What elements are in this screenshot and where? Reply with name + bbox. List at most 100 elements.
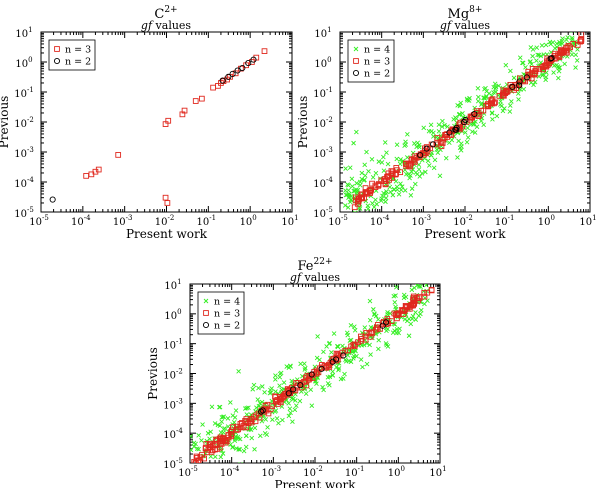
point-n4-cross xyxy=(335,344,341,349)
y-tick-exp: -3 xyxy=(27,146,34,154)
point-n3-square xyxy=(552,50,558,57)
point-n3-square xyxy=(372,182,379,189)
point-n3-square xyxy=(298,381,305,388)
point-n4-cross xyxy=(194,446,200,451)
point-n3-square xyxy=(272,394,279,400)
point-n4-cross xyxy=(409,169,414,175)
y-axis-title: Previous xyxy=(146,347,160,400)
point-n4-cross xyxy=(548,41,554,47)
point-n4-cross xyxy=(343,358,349,364)
point-n4-cross xyxy=(573,65,578,70)
point-n3-square xyxy=(434,135,441,141)
y-axis-title: Previous xyxy=(0,96,11,149)
point-n4-cross xyxy=(359,176,365,182)
x-tick-label: 10-3 xyxy=(412,214,432,228)
point-n4-cross xyxy=(198,473,202,477)
y-tick-label: 10-5 xyxy=(14,206,34,220)
x-tick-base: 10 xyxy=(29,217,42,228)
point-n4-cross xyxy=(552,45,558,51)
point-n4-cross xyxy=(270,417,275,423)
point-n4-cross xyxy=(460,114,466,120)
point-n4-cross xyxy=(381,168,387,173)
point-n4-cross xyxy=(259,384,265,389)
point-n4-cross xyxy=(530,47,536,52)
point-n4-cross xyxy=(573,52,579,58)
point-n2-circle xyxy=(340,352,347,359)
y-tick-label: 101 xyxy=(15,26,32,40)
point-n4-cross xyxy=(418,311,423,317)
point-n4-cross xyxy=(478,118,484,124)
y-tick-base: 10 xyxy=(164,311,177,322)
point-n4-cross xyxy=(419,157,425,163)
point-n4-cross xyxy=(358,341,364,347)
point-n4-cross xyxy=(393,293,398,298)
point-n4-cross xyxy=(325,381,331,386)
point-n4-cross xyxy=(297,398,303,404)
point-n4-cross xyxy=(349,213,353,217)
point-n4-cross xyxy=(233,446,239,451)
point-n4-cross xyxy=(273,389,278,394)
point-n4-cross xyxy=(216,404,222,410)
point-n3-square xyxy=(468,114,475,121)
point-n4-cross xyxy=(546,25,550,29)
y-tick-label: 10-4 xyxy=(313,176,333,190)
point-n4-cross xyxy=(273,377,278,382)
x-tick-label: 10-4 xyxy=(220,465,240,479)
y-tick-base: 10 xyxy=(14,119,27,130)
point-n4-cross xyxy=(218,430,224,435)
point-n4-cross xyxy=(292,407,298,413)
point-n4-cross xyxy=(288,410,293,416)
legend: n = 3n = 2 xyxy=(48,39,96,71)
point-n4-cross xyxy=(368,325,374,330)
point-n4-cross xyxy=(385,344,391,349)
y-tick-exp: -2 xyxy=(176,368,183,376)
point-n4-cross xyxy=(233,408,239,413)
point-n4-cross xyxy=(543,77,548,83)
point-n4-cross xyxy=(396,192,402,197)
y-tick-label: 10-1 xyxy=(14,86,34,100)
point-n4-cross xyxy=(209,404,215,410)
point-n3-square xyxy=(440,136,447,143)
y-tick-exp: -5 xyxy=(176,457,183,465)
x-tick-exp: 1 xyxy=(442,465,446,473)
x-tick-exp: -2 xyxy=(466,214,473,222)
x-tick-base: 10 xyxy=(370,217,383,228)
y-tick-label: 10-1 xyxy=(313,86,333,100)
point-n4-cross xyxy=(248,427,254,432)
point-n4-cross xyxy=(220,451,226,456)
title-charge: 22+ xyxy=(314,257,333,267)
point-n3-square xyxy=(428,286,435,293)
point-n4-cross xyxy=(407,175,412,181)
legend-square-icon xyxy=(353,58,359,64)
point-n4-cross xyxy=(535,52,540,58)
point-n4-cross xyxy=(426,163,432,168)
point-n4-cross xyxy=(390,192,396,198)
point-n4-cross xyxy=(341,222,345,226)
x-tick-label: 101 xyxy=(429,465,446,479)
y-tick-base: 10 xyxy=(163,460,176,471)
point-n4-cross xyxy=(508,68,513,74)
point-n2-circle xyxy=(329,358,336,365)
point-n4-cross xyxy=(367,317,373,323)
point-n4-cross xyxy=(425,158,431,164)
point-n4-cross xyxy=(508,99,514,104)
point-n4-cross xyxy=(379,196,384,202)
point-n4-cross xyxy=(277,383,282,389)
point-n4-cross xyxy=(230,413,236,418)
point-n4-cross xyxy=(336,366,342,371)
point-n4-cross xyxy=(569,52,575,57)
point-n4-cross xyxy=(463,130,468,135)
point-n4-cross xyxy=(351,353,357,359)
point-n4-cross xyxy=(197,483,201,487)
point-n4-cross xyxy=(262,389,267,395)
legend-label: n = 4 xyxy=(364,45,390,56)
point-n4-cross xyxy=(349,193,354,199)
x-tick-base: 10 xyxy=(281,217,294,228)
point-n4-cross xyxy=(383,191,389,197)
point-n3-square xyxy=(533,66,540,72)
point-n4-cross xyxy=(252,425,258,431)
point-n4-cross xyxy=(489,110,495,116)
x-tick-label: 10-1 xyxy=(345,465,365,479)
point-n4-cross xyxy=(540,73,545,78)
x-tick-label: 10-2 xyxy=(303,465,323,479)
